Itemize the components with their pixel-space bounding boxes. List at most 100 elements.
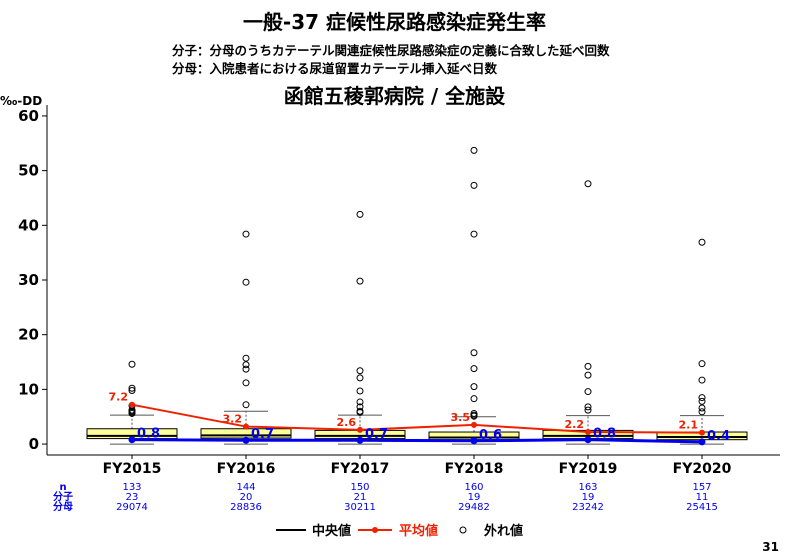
outlier-point <box>584 403 592 411</box>
table-cell-n: 144 <box>236 482 255 493</box>
outlier-point <box>242 379 250 387</box>
x-tick-label: FY2020 <box>673 461 732 477</box>
mean-point <box>357 426 363 433</box>
numerator-note: 分子：分母のうちカテーテル関連症候性尿路感染症の定義に合致した延べ回数 <box>172 43 610 58</box>
outlier-point <box>698 376 706 384</box>
x-tick-label: FY2017 <box>331 461 390 477</box>
y-tick-label: 50 <box>18 162 39 180</box>
mean-label: 3.5 <box>451 411 471 424</box>
table-cell-n: 157 <box>692 482 711 493</box>
hospital-label: 0.8 <box>593 427 616 442</box>
outlier-point <box>698 360 706 368</box>
outlier-point <box>242 361 250 369</box>
legend-median-label: 中央値 <box>312 523 351 539</box>
y-tick-label: 10 <box>18 380 39 398</box>
outlier-point <box>698 238 706 246</box>
table-cell-numerator: 19 <box>468 492 481 503</box>
outlier-point <box>128 409 136 417</box>
outlier-point <box>698 397 706 405</box>
table-row-label-numerator: 分子 <box>53 490 73 503</box>
mean-label: 3.2 <box>223 413 243 426</box>
outlier-point <box>242 354 250 362</box>
mean-series-line <box>131 403 703 434</box>
table-cell-numerator: 19 <box>582 492 595 503</box>
outlier-point <box>356 403 364 411</box>
outlier-point <box>128 384 136 392</box>
table-cell-n: 160 <box>464 482 483 493</box>
outlier-point <box>698 404 706 412</box>
x-tick-label: FY2018 <box>445 461 504 477</box>
y-tick-label: 0 <box>29 435 39 453</box>
outlier-point <box>356 387 364 395</box>
table-cell-n: 150 <box>350 482 369 493</box>
page-number: 31 <box>762 540 779 554</box>
hospital-point <box>698 438 706 446</box>
hospital-label: 0.6 <box>479 428 502 443</box>
outlier-point <box>584 180 592 188</box>
outlier-point <box>128 386 136 394</box>
outlier-point <box>470 146 478 154</box>
outlier-point <box>356 210 364 218</box>
hospital-point <box>470 437 478 445</box>
table-cell-denominator: 23242 <box>572 502 604 513</box>
outlier-point <box>470 349 478 357</box>
table-cell-denominator: 25415 <box>686 502 718 513</box>
outlier-point <box>584 362 592 370</box>
table-row-label-denominator: 分母 <box>53 500 73 513</box>
mean-point <box>471 421 477 428</box>
outlier-point <box>356 408 364 416</box>
table-cell-numerator: 21 <box>354 492 367 503</box>
mean-label: 2.1 <box>679 419 699 432</box>
outlier-point <box>698 408 706 416</box>
mean-point <box>585 429 591 436</box>
outlier-point <box>356 367 364 375</box>
box <box>200 428 292 439</box>
table-cell-numerator: 11 <box>696 492 709 503</box>
hospital-point <box>356 436 364 444</box>
outlier-point <box>698 394 706 402</box>
outlier-point <box>242 230 250 238</box>
mean-label: 2.2 <box>565 418 585 431</box>
outlier-point <box>470 181 478 189</box>
mean-point <box>129 401 135 408</box>
hospital-point <box>128 436 136 444</box>
y-tick-label: 40 <box>18 216 39 234</box>
table-row-label-n: n <box>59 482 66 493</box>
table-cell-denominator: 29074 <box>116 502 148 513</box>
table-cell-numerator: 20 <box>240 492 253 503</box>
hospital-point <box>242 436 250 444</box>
denominator-note: 分母：入院患者における尿道留置カテーテル挿入延べ日数 <box>172 61 498 76</box>
table-cell-n: 163 <box>578 482 597 493</box>
x-tick-label: FY2016 <box>217 461 276 477</box>
outlier-point <box>470 412 478 420</box>
hospital-label: 0.4 <box>707 429 730 444</box>
chart-subtitle: 函館五稜郭病院 / 全施設 <box>283 84 506 108</box>
outlier-point <box>356 277 364 285</box>
hospital-label: 0.7 <box>251 427 274 442</box>
outlier-point <box>470 395 478 403</box>
mean-label: 7.2 <box>109 391 129 404</box>
table-cell-denominator: 30211 <box>344 502 376 513</box>
mean-point <box>699 429 705 436</box>
table-cell-denominator: 29482 <box>458 502 490 513</box>
hospital-point <box>584 436 592 444</box>
outlier-point <box>242 278 250 286</box>
outlier-point <box>356 398 364 406</box>
x-tick-label: FY2015 <box>103 461 162 477</box>
outlier-point <box>470 230 478 238</box>
table-cell-n: 133 <box>122 482 141 493</box>
table-cell-denominator: 28836 <box>230 502 262 513</box>
outlier-point <box>584 406 592 414</box>
y-tick-label: 20 <box>18 326 39 344</box>
y-tick-label: 30 <box>18 271 39 289</box>
hospital-label: 0.7 <box>365 427 388 442</box>
outlier-point <box>584 388 592 396</box>
table-cell-numerator: 23 <box>126 492 139 503</box>
y-axis-unit: ‰-DD <box>0 94 43 108</box>
legend-outlier-label: 外れ値 <box>483 523 523 539</box>
outlier-point <box>356 374 364 382</box>
outlier-point <box>584 371 592 379</box>
hospital-series-line <box>131 438 703 444</box>
hospital-label: 0.8 <box>137 427 160 442</box>
